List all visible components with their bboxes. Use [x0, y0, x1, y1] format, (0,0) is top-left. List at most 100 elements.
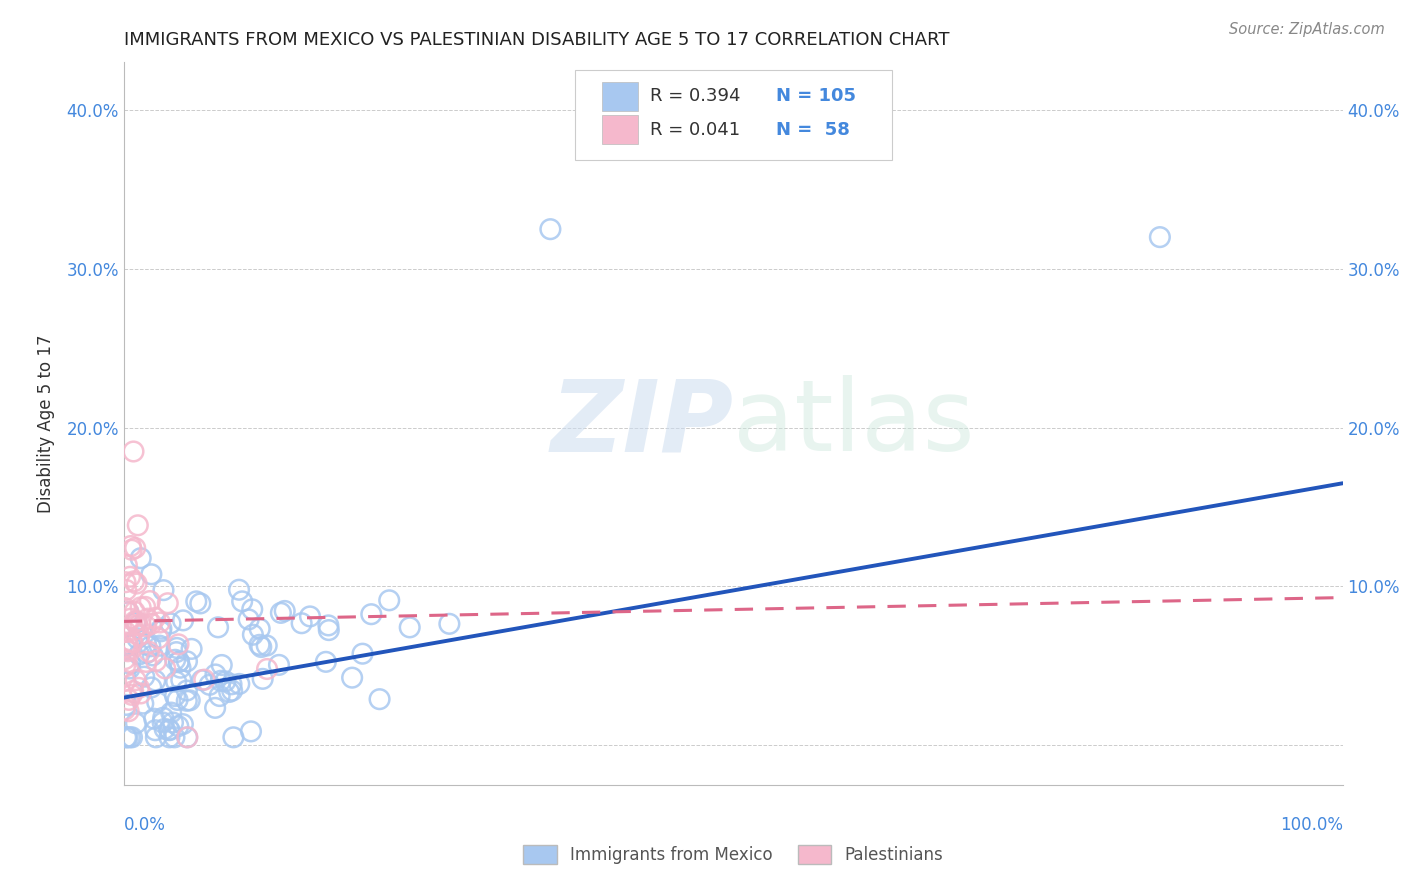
Point: [125, 615, 148, 630]
Point: [118, 661, 141, 675]
Point: [439, 616, 461, 631]
Point: [121, 635, 143, 649]
Point: [159, 616, 181, 631]
Point: [114, 624, 136, 639]
Text: Source: ZipAtlas.com: Source: ZipAtlas.com: [1229, 22, 1385, 37]
Point: [118, 731, 141, 745]
Point: [127, 518, 149, 533]
Point: [222, 731, 245, 745]
Point: [228, 677, 250, 691]
Point: [298, 609, 321, 624]
Point: [152, 715, 174, 730]
Point: [114, 640, 136, 655]
FancyBboxPatch shape: [602, 82, 638, 111]
Point: [256, 639, 278, 653]
Point: [124, 605, 146, 619]
Point: [121, 542, 143, 557]
Point: [117, 605, 139, 619]
Point: [398, 620, 420, 634]
Point: [318, 623, 340, 637]
Point: [128, 681, 150, 695]
Point: [122, 624, 145, 638]
Point: [114, 673, 136, 688]
FancyBboxPatch shape: [602, 115, 638, 145]
Point: [169, 661, 191, 675]
Point: [270, 606, 292, 620]
Point: [318, 618, 340, 632]
Point: [117, 704, 139, 718]
Point: [146, 632, 169, 646]
Point: [193, 673, 215, 687]
Point: [208, 689, 231, 703]
Point: [240, 602, 263, 616]
Point: [149, 624, 172, 639]
Point: [143, 712, 166, 726]
Point: [249, 622, 271, 636]
Point: [114, 659, 136, 673]
Point: [180, 641, 202, 656]
Point: [121, 635, 143, 649]
Point: [129, 600, 152, 615]
Text: atlas: atlas: [734, 376, 974, 472]
Point: [120, 612, 142, 626]
Y-axis label: Disability Age 5 to 17: Disability Age 5 to 17: [37, 334, 55, 513]
Point: [150, 622, 173, 636]
Point: [165, 674, 187, 689]
Point: [115, 635, 138, 649]
Point: [228, 582, 250, 597]
Point: [114, 601, 136, 615]
Point: [141, 681, 163, 695]
Point: [138, 645, 160, 659]
Point: [115, 558, 138, 573]
Point: [176, 731, 198, 745]
Point: [124, 614, 146, 628]
Point: [136, 612, 159, 626]
Point: [135, 619, 157, 633]
Point: [250, 640, 273, 654]
Point: [129, 551, 152, 566]
Point: [117, 644, 139, 658]
Point: [145, 731, 167, 745]
Point: [145, 654, 167, 668]
Text: N =  58: N = 58: [776, 120, 849, 138]
Text: IMMIGRANTS FROM MEXICO VS PALESTINIAN DISABILITY AGE 5 TO 17 CORRELATION CHART: IMMIGRANTS FROM MEXICO VS PALESTINIAN DI…: [124, 31, 949, 49]
Point: [143, 673, 166, 688]
Point: [153, 661, 176, 675]
Point: [149, 615, 172, 630]
Point: [179, 693, 201, 707]
Point: [120, 638, 142, 652]
Point: [538, 222, 561, 236]
Point: [152, 711, 174, 725]
Legend: Immigrants from Mexico, Palestinians: Immigrants from Mexico, Palestinians: [517, 838, 949, 871]
Point: [117, 605, 139, 619]
Point: [127, 618, 149, 632]
Point: [221, 677, 243, 691]
Point: [120, 539, 142, 553]
Text: ZIP: ZIP: [550, 376, 734, 472]
Point: [115, 698, 138, 712]
Point: [135, 637, 157, 651]
Point: [191, 673, 214, 688]
Point: [135, 646, 157, 660]
Point: [172, 613, 194, 627]
Point: [207, 620, 229, 634]
Point: [165, 653, 187, 667]
Point: [267, 657, 290, 672]
Point: [134, 670, 156, 684]
Point: [352, 647, 374, 661]
Point: [143, 723, 166, 738]
Point: [149, 639, 172, 653]
Point: [176, 694, 198, 708]
Point: [132, 697, 155, 711]
Point: [152, 583, 174, 598]
Point: [125, 673, 148, 687]
Point: [209, 673, 232, 688]
Point: [167, 719, 190, 733]
Point: [117, 638, 139, 652]
Point: [167, 637, 190, 651]
Point: [256, 662, 278, 676]
FancyBboxPatch shape: [575, 70, 891, 160]
Point: [378, 593, 401, 607]
Point: [141, 616, 163, 631]
Point: [118, 693, 141, 707]
